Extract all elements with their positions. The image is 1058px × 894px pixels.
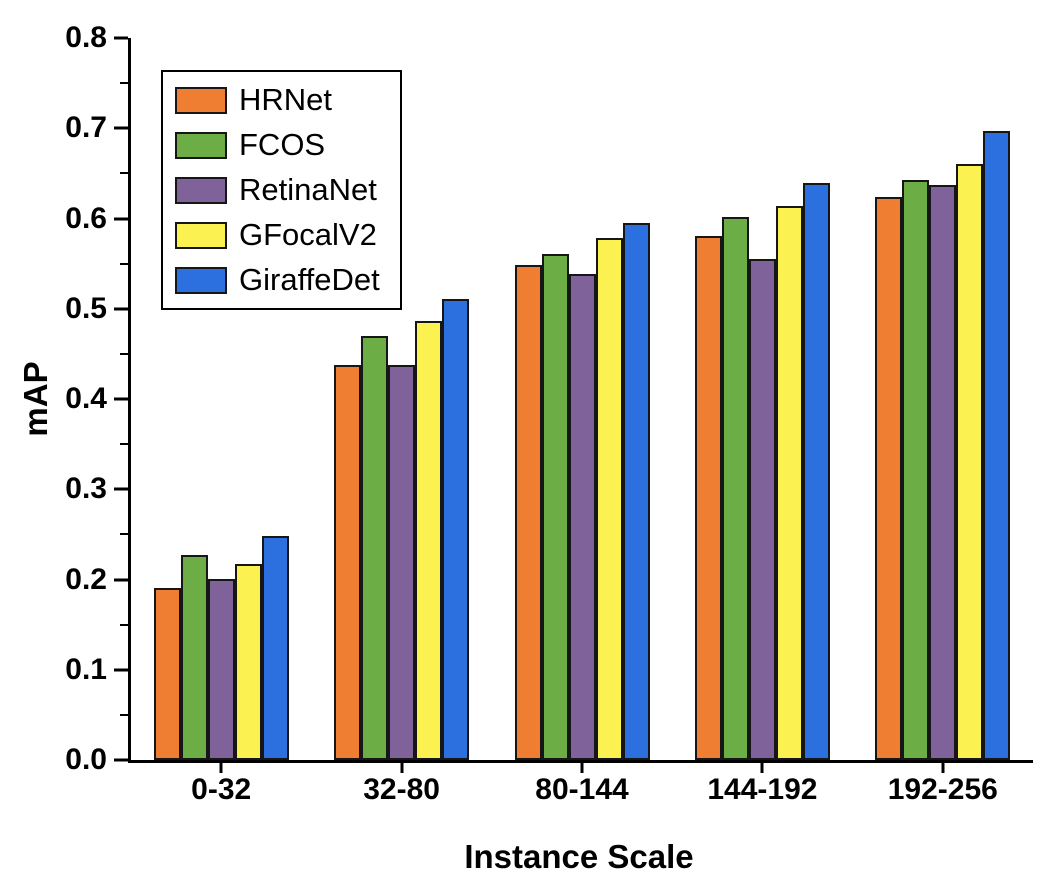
bar-retinanet-0-32: [207, 578, 235, 760]
x-major-tick: [400, 763, 404, 773]
legend-swatch-retinanet: [175, 176, 227, 204]
y-tick-label: 0.3: [65, 472, 107, 506]
legend-item-retinanet: RetinaNet: [175, 172, 380, 208]
x-major-tick: [941, 763, 945, 773]
y-minor-tick: [120, 623, 128, 626]
y-tick-label: 0.0: [65, 743, 107, 776]
bar-hrnet-80-144: [514, 265, 542, 760]
bar-fcos-144-192: [721, 216, 749, 760]
x-major-tick: [580, 763, 584, 773]
y-minor-tick: [120, 352, 128, 355]
bar-fcos-0-32: [180, 555, 208, 760]
bar-hrnet-144-192: [694, 235, 722, 760]
bar-retinanet-192-256: [929, 185, 957, 760]
x-tick-label: 80-144: [535, 773, 629, 806]
bar-giraffedet-192-256: [983, 130, 1011, 760]
y-minor-tick: [120, 533, 128, 536]
bar-gfocalv2-144-192: [775, 205, 803, 760]
bar-hrnet-32-80: [334, 364, 362, 760]
y-major-tick: [114, 307, 128, 311]
legend-swatch-fcos: [175, 131, 227, 159]
bar-gfocalv2-192-256: [956, 164, 984, 760]
bar-giraffedet-80-144: [622, 223, 650, 760]
bar-gfocalv2-32-80: [415, 321, 443, 760]
y-tick-label: 0.8: [65, 21, 107, 54]
y-minor-tick: [120, 443, 128, 446]
legend-label-retinanet: RetinaNet: [239, 172, 377, 207]
bar-retinanet-80-144: [568, 273, 596, 760]
x-major-tick: [760, 763, 764, 773]
legend-item-gfocalv2: GFocalV2: [175, 217, 380, 253]
x-tick-label: 192-256: [887, 773, 998, 806]
bar-retinanet-144-192: [748, 259, 776, 760]
y-major-tick: [114, 36, 128, 40]
y-minor-tick: [120, 82, 128, 85]
x-tick-label: 32-80: [363, 773, 440, 806]
y-major-tick: [114, 487, 128, 491]
y-tick-label: 0.5: [65, 291, 107, 325]
legend-label-gfocalv2: GFocalV2: [239, 217, 377, 252]
legend: HRNet FCOS RetinaNet GFocalV2 GiraffeDet: [161, 70, 402, 310]
legend-swatch-gfocalv2: [175, 221, 227, 249]
legend-item-fcos: FCOS: [175, 127, 380, 163]
bar-fcos-80-144: [541, 253, 569, 760]
x-tick-label: 0-32: [191, 773, 252, 806]
bar-gfocalv2-0-32: [234, 564, 262, 760]
y-minor-tick: [120, 172, 128, 175]
y-major-tick: [114, 217, 128, 220]
y-major-tick: [114, 578, 128, 581]
y-minor-tick: [120, 713, 128, 716]
y-tick-label: 0.4: [65, 382, 107, 415]
y-tick-label: 0.6: [65, 201, 107, 235]
bar-hrnet-0-32: [153, 587, 181, 760]
legend-swatch-hrnet: [175, 86, 227, 114]
y-tick-label: 0.2: [65, 562, 107, 596]
plot-area: HRNet FCOS RetinaNet GFocalV2 GiraffeDet 0.0…: [65, 21, 1033, 806]
y-major-tick: [114, 758, 128, 762]
y-axis-title: mAP: [17, 361, 54, 437]
y-tick-label: 0.7: [65, 111, 107, 145]
bar-fcos-192-256: [902, 179, 930, 760]
bar-fcos-32-80: [361, 335, 389, 760]
bar-giraffedet-32-80: [442, 298, 470, 760]
y-major-tick: [114, 668, 128, 672]
bar-gfocalv2-80-144: [595, 238, 623, 760]
bar-retinanet-32-80: [388, 364, 416, 760]
legend-label-fcos: FCOS: [239, 127, 326, 162]
y-tick-label: 0.1: [65, 652, 107, 686]
y-minor-tick: [120, 262, 128, 265]
legend-label-hrnet: HRNet: [239, 82, 333, 117]
y-major-tick: [114, 397, 128, 401]
x-axis-title: Instance Scale: [464, 838, 694, 875]
x-tick-label: 144-192: [707, 773, 818, 806]
bar-hrnet-192-256: [875, 196, 903, 760]
bar-giraffedet-0-32: [261, 536, 289, 760]
legend-swatch-giraffedet: [175, 266, 227, 294]
bar-giraffedet-144-192: [802, 183, 830, 760]
y-major-tick: [114, 126, 128, 130]
legend-item-giraffedet: GiraffeDet: [175, 262, 380, 298]
x-major-tick: [219, 763, 223, 773]
legend-item-hrnet: HRNet: [175, 82, 380, 118]
legend-label-giraffedet: GiraffeDet: [239, 262, 380, 297]
